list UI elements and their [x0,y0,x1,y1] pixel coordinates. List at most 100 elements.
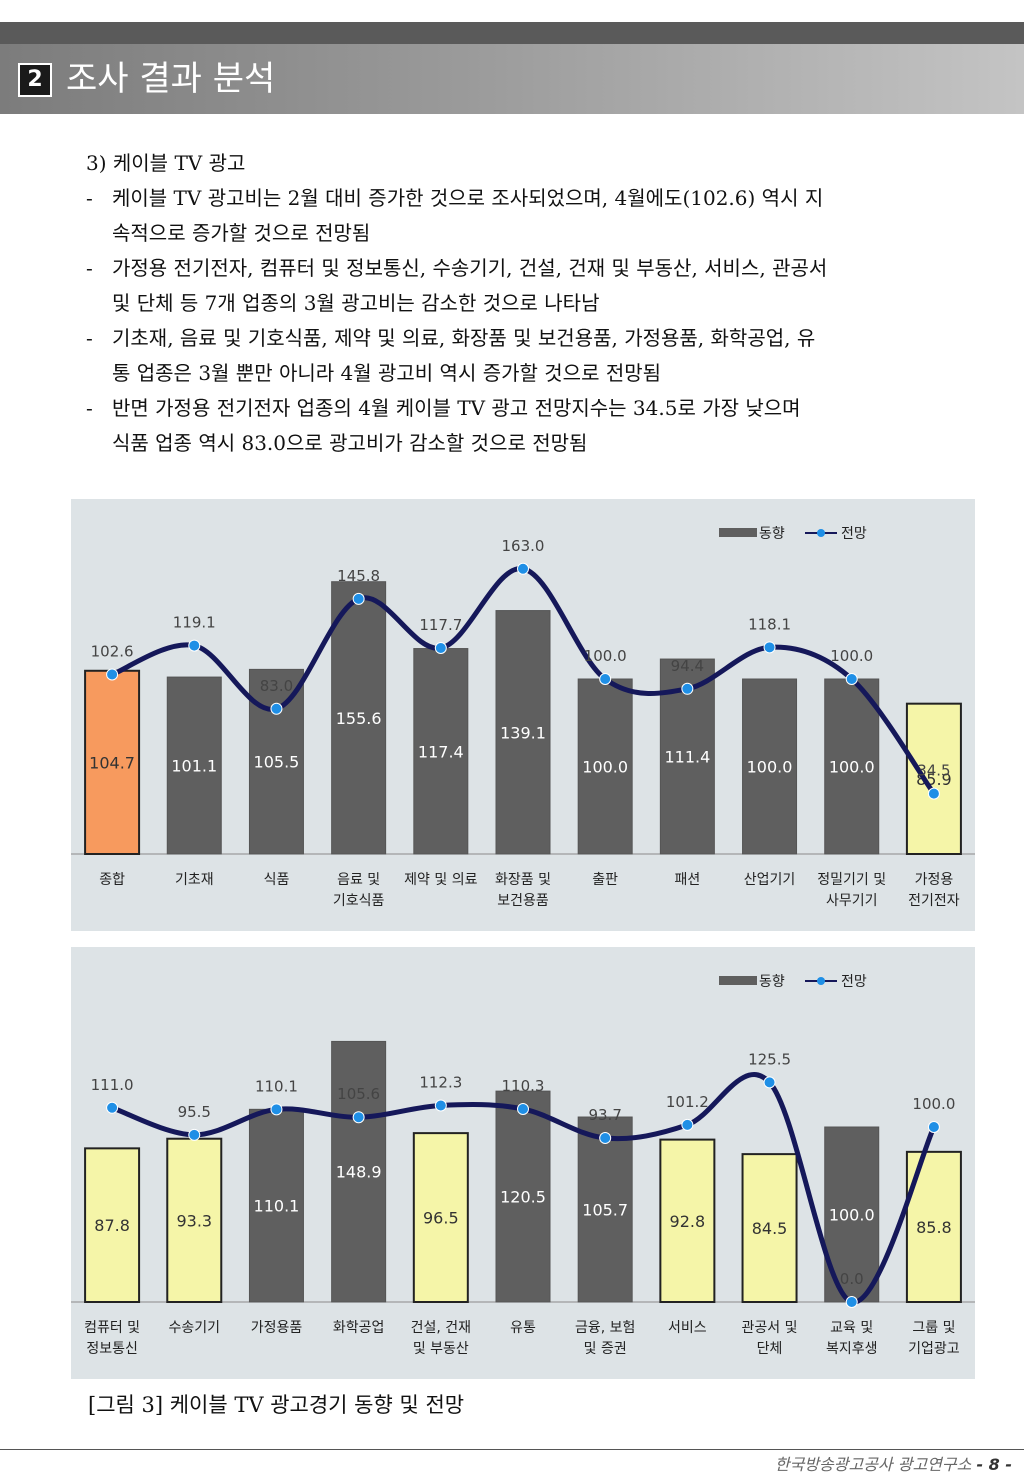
forecast-point [763,641,776,654]
bar [331,581,387,855]
bullet-line: 가정용 전기전자, 컴퓨터 및 정보통신, 수송기기, 건설, 건재 및 부동산… [112,256,828,280]
bar-value-label: 85.8 [916,1218,952,1237]
category-label: 전기전자 [908,893,960,909]
category-label: 종합 [99,872,125,888]
forecast-point [517,562,529,575]
bullet-line: 반면 가정용 전기전자 업종의 4월 케이블 TV 광고 전망지수는 34.5로… [112,396,801,420]
bullet-line: 식품 업종 역시 83.0으로 광고비가 감소할 것으로 전망됨 [112,431,588,455]
category-label: 건설, 건재 [411,1320,471,1336]
forecast-value-label: 125.5 [748,1050,791,1068]
legend-line-marker [817,529,825,537]
category-label: 컴퓨터 및 [84,1320,140,1336]
category-label: 출판 [592,872,618,888]
chart-1: 104.7 101.1 105.5 155.6 117.4 139.1 100.0 111.4… [71,499,975,931]
bar [412,1132,469,1303]
category-label: 교육 및 [830,1320,873,1336]
bar [577,1116,633,1303]
bar [166,676,222,855]
footer: 한국방송광고공사 광고연구소 - 8 - [775,1453,1012,1477]
forecast-line [111,1072,937,1305]
legend-bar-label: 동향 [759,974,785,990]
forecast-value-label: 118.1 [748,615,791,633]
forecast-point [352,1111,365,1124]
bar-value-label: 87.8 [94,1216,130,1235]
category-label: 서비스 [668,1320,707,1336]
bar [659,1138,716,1303]
bullet-dash: - [86,326,93,350]
forecast-line [111,566,936,796]
bullet-dash: - [86,186,93,210]
category-label: 가정용 [915,872,954,888]
forecast-point [845,1296,858,1308]
bar-value-label: 92.8 [670,1212,706,1231]
bar-value-label: 96.5 [423,1209,459,1228]
bar-value-label: 104.7 [89,753,135,772]
category-label: 기초재 [175,872,214,888]
bar [577,678,633,855]
forecast-value-label: 117.7 [419,616,462,634]
category-label: 및 증권 [584,1341,627,1357]
forecast-point [845,673,858,685]
category-label: 그룹 및 [912,1320,955,1336]
forecast-point [270,1103,283,1116]
category-label: 제약 및 의료 [404,872,477,888]
category-label: 금융, 보험 [575,1320,635,1336]
section-number: 2 [18,63,52,97]
forecast-value-label: 110.1 [255,1077,298,1095]
forecast-point [188,639,201,652]
forecast-point [270,702,283,715]
bar-value-label: 84.5 [752,1219,788,1238]
forecast-point [188,1128,201,1141]
bar-value-label: 100.0 [582,758,628,777]
category-label: 가정용품 [251,1320,303,1336]
forecast-point [763,1076,776,1089]
bar-value-label: 100.0 [829,758,875,777]
category-label: 기호식품 [333,893,385,909]
forecast-value-label: 119.1 [173,614,216,632]
forecast-point [434,1099,447,1112]
bullet-item: - 기초재, 음료 및 기호식품, 제약 및 의료, 화장품 및 보건용품, 가… [86,321,986,391]
category-label: 수송기기 [169,1320,221,1336]
bar [248,1108,304,1303]
bar-value-label: 117.4 [418,742,464,761]
forecast-point [599,1132,612,1145]
bar-value-label: 100.0 [747,758,793,777]
bar-value-label: 105.5 [254,753,300,772]
forecast-point [106,668,119,681]
forecast-value-label: 83.0 [260,677,293,695]
legend-line-label: 전망 [841,974,867,990]
category-label: 단체 [757,1341,783,1357]
category-label: 및 부동산 [413,1341,469,1357]
category-label: 음료 및 [337,872,380,888]
legend-bar-swatch [719,528,757,537]
forecast-point [681,682,694,695]
forecast-value-label: 102.6 [91,642,134,660]
category-label: 정보통신 [86,1341,138,1357]
bar-value-label: 110.1 [254,1197,300,1216]
category-label: 화장품 및 [495,872,551,888]
bullet-line: 속적으로 증가할 것으로 전망됨 [112,221,371,245]
chart-2-svg: 87.8 93.3 110.1 148.9 96.5 120.5 105.7 92.8 84.5… [71,947,975,1379]
bullet-line: 통 업종은 3월 뿐만 아니라 4월 광고비 역시 증가할 것으로 전망됨 [112,361,662,385]
forecast-value-label: 163.0 [502,537,545,555]
category-label: 식품 [264,872,290,888]
bullet-item: - 케이블 TV 광고비는 2월 대비 증가한 것으로 조사되었으며, 4월에도… [86,181,986,251]
page-number: - 8 - [976,1455,1012,1474]
forecast-value-label: 111.0 [91,1076,134,1094]
bar [741,1153,798,1303]
forecast-point [927,1121,940,1133]
bar [742,678,798,855]
forecast-point [434,642,447,655]
category-label: 산업기기 [744,872,796,888]
forecast-point [106,1101,119,1114]
forecast-point [599,673,612,685]
forecast-value-label: 112.3 [419,1073,462,1091]
chart-1-svg: 104.7 101.1 105.5 155.6 117.4 139.1 100.0 111.4… [71,499,975,931]
legend-bar-swatch [719,976,757,985]
forecast-point [681,1118,694,1131]
bar-value-label: 101.1 [171,757,217,776]
bullet-line: 케이블 TV 광고비는 2월 대비 증가한 것으로 조사되었으며, 4월에도(1… [112,186,824,210]
legend-line-label: 전망 [841,526,867,542]
section-header: 2 조사 결과 분석 [0,44,1024,114]
subsection-title: 3) 케이블 TV 광고 [86,151,246,175]
